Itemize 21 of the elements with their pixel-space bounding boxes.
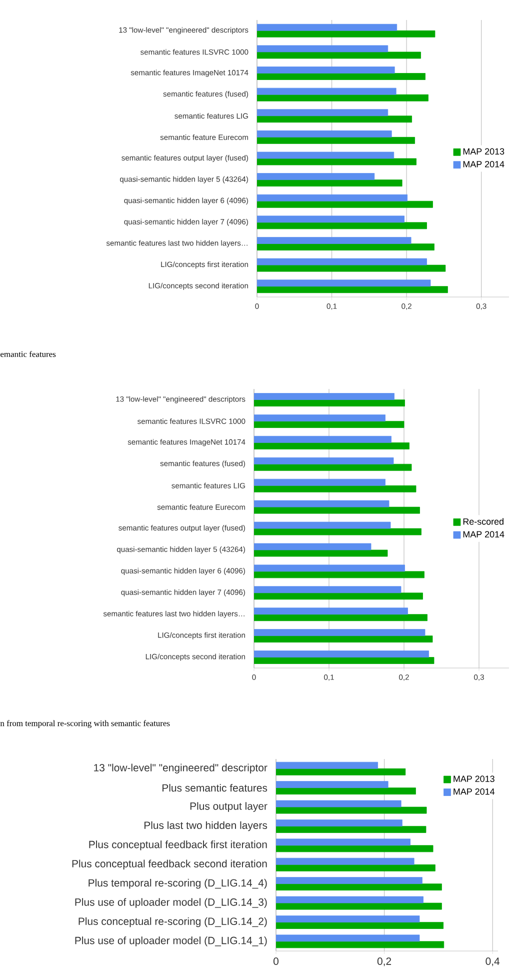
legend-label: MAP 2013	[454, 776, 494, 782]
text: n from temporal re-scoring with semantic features	[0, 720, 170, 728]
y-tick-label: Plus use of uploader model (D_LIG.14_3)	[75, 898, 267, 908]
y-tick-label: Plus temporal re-scoring (D_LIG.14_4)	[88, 878, 267, 889]
y-tick-label: 13 "low-level" "engineered" descriptor	[94, 764, 268, 774]
text: emantic features	[0, 350, 56, 358]
legend-label: MAP 2014	[463, 160, 504, 168]
x-tick-label: 0,2	[377, 958, 392, 966]
y-tick-label: Plus conceptual feedback second iteration	[72, 860, 267, 870]
legend-label: MAP 2014	[454, 788, 495, 795]
y-tick-label: Plus last two hidden layers	[144, 821, 268, 832]
legend-label: MAP 2013	[463, 148, 504, 155]
legend-label: MAP 2014	[463, 531, 504, 538]
y-tick-label: Plus semantic features	[162, 784, 268, 792]
y-tick-label: Plus output layer	[190, 802, 268, 812]
x-tick-label: 0,4	[486, 958, 500, 966]
x-tick-label: 0	[274, 958, 278, 965]
y-tick-label: Plus conceptual feedback first iteration	[89, 840, 267, 850]
y-tick-label: Plus conceptual re-scoring (D_LIG.14_2)	[78, 917, 267, 928]
y-tick-label: Plus use of uploader model (D_LIG.14_1)	[75, 936, 267, 946]
legend-label: Re-scored	[463, 518, 504, 525]
